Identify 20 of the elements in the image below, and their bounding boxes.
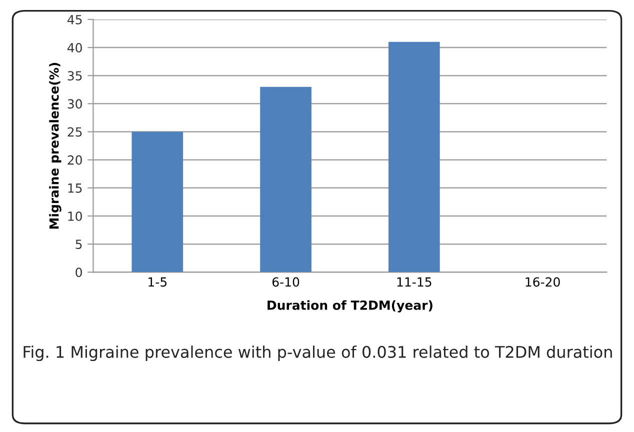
x-tick-label: 11-15	[397, 277, 432, 287]
y-tick-label: 10	[68, 211, 82, 221]
bar	[388, 42, 440, 272]
y-tick-label: 25	[68, 127, 82, 137]
y-tick-label: 0	[76, 268, 82, 278]
x-tick-label: 6-10	[272, 277, 300, 287]
caption: Fig. 1 Migraine prevalence with p-value of 0.031 related to T2DM duration	[24, 346, 612, 362]
y-axis-title: Migraine prevalence(%)	[49, 62, 62, 229]
y-tick-label: 35	[68, 71, 82, 81]
y-tick-label: 40	[67, 42, 82, 52]
y-tick-label: 45	[67, 15, 82, 24]
y-tick-label: 20	[68, 155, 82, 165]
x-tick-label: 1-5	[148, 277, 167, 287]
x-axis-title: Duration of T2DM(year)	[268, 300, 432, 312]
y-tick-label: 15	[68, 184, 82, 193]
x-tick-label: 16-20	[526, 277, 560, 287]
y-tick-label: 30	[68, 99, 82, 109]
bar	[132, 132, 184, 272]
y-tick-label: 5	[76, 240, 82, 250]
bar	[260, 86, 312, 272]
